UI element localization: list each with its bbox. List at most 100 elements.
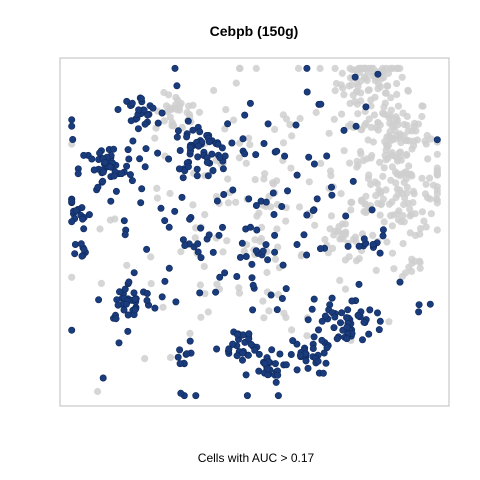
cell-point-high-auc (271, 360, 279, 368)
cell-point-high-auc (126, 171, 134, 179)
cell-point-low-auc (379, 172, 387, 180)
cell-point-low-auc (68, 273, 76, 281)
cell-point-low-auc (191, 234, 199, 242)
cell-point-low-auc (170, 122, 178, 130)
cell-point-high-auc (161, 277, 169, 285)
cell-point-low-auc (223, 237, 231, 245)
cell-point-low-auc (411, 231, 420, 240)
cell-point-low-auc (376, 83, 384, 91)
cell-point-high-auc (193, 172, 201, 180)
cell-point-low-auc (411, 257, 419, 265)
cell-point-high-auc (267, 291, 275, 299)
cell-point-high-auc (157, 204, 165, 212)
cell-point-high-auc (221, 269, 229, 277)
cell-point-high-auc (137, 199, 145, 207)
cell-point-low-auc (273, 225, 281, 233)
cell-point-high-auc (273, 306, 281, 314)
cell-point-high-auc (308, 305, 316, 313)
cell-point-low-auc (418, 112, 426, 121)
cell-point-low-auc (386, 128, 394, 136)
cell-point-high-auc (303, 211, 311, 219)
cell-point-high-auc (136, 155, 144, 163)
cell-point-high-auc (242, 253, 250, 261)
cell-point-low-auc (396, 186, 404, 194)
cell-point-low-auc (106, 216, 114, 224)
cell-point-high-auc (179, 174, 187, 182)
cell-point-high-auc (310, 333, 318, 341)
cell-point-high-auc (300, 231, 308, 239)
cell-point-high-auc (134, 125, 142, 133)
cell-point-low-auc (345, 253, 353, 261)
cell-point-low-auc (383, 238, 391, 246)
cell-point-high-auc (68, 218, 76, 226)
cell-point-low-auc (393, 90, 401, 98)
cell-point-low-auc (394, 216, 402, 224)
cell-point-high-auc (220, 191, 228, 199)
cell-point-high-auc (274, 371, 282, 379)
cell-point-high-auc (321, 312, 329, 320)
cell-point-low-auc (392, 153, 400, 161)
cell-point-low-auc (224, 175, 232, 183)
cell-point-low-auc (387, 151, 395, 159)
cell-point-high-auc (94, 183, 102, 191)
cell-point-high-auc (88, 155, 96, 163)
cell-point-low-auc (166, 113, 174, 121)
cell-point-low-auc (352, 257, 361, 265)
cell-point-high-auc (219, 223, 227, 231)
cell-point-high-auc (184, 117, 192, 125)
cell-point-high-auc (243, 392, 251, 400)
cell-point-low-auc (338, 110, 346, 118)
cell-point-low-auc (394, 102, 402, 110)
cell-point-high-auc (374, 70, 382, 78)
cell-point-low-auc (341, 285, 350, 293)
cell-point-high-auc (415, 308, 423, 316)
cell-point-high-auc (303, 251, 311, 259)
cell-point-low-auc (405, 137, 413, 145)
cell-point-low-auc (380, 218, 388, 226)
cell-point-high-auc (293, 171, 301, 179)
cell-point-low-auc (385, 318, 393, 326)
cell-point-low-auc (361, 200, 369, 208)
cell-point-high-auc (80, 225, 88, 233)
cell-point-high-auc (197, 224, 205, 232)
cell-point-high-auc (116, 288, 124, 296)
cell-point-high-auc (173, 133, 181, 141)
cell-point-high-auc (354, 312, 362, 320)
cell-point-low-auc (331, 64, 339, 72)
cell-point-high-auc (376, 317, 384, 325)
chart-title: Cebpb (150g) (210, 23, 299, 39)
cell-point-low-auc (159, 303, 167, 311)
cell-point-low-auc (151, 134, 159, 142)
cell-point-low-auc (175, 106, 183, 114)
cell-point-high-auc (304, 316, 312, 324)
cell-point-low-auc (340, 91, 348, 99)
cell-point-high-auc (203, 158, 211, 166)
cell-point-low-auc (347, 198, 355, 206)
cell-point-high-auc (305, 153, 313, 161)
cell-point-low-auc (364, 136, 372, 144)
cell-point-low-auc (326, 167, 335, 175)
cell-point-high-auc (193, 165, 201, 173)
cell-point-high-auc (272, 378, 280, 386)
cell-point-high-auc (303, 64, 311, 72)
cell-point-high-auc (289, 337, 297, 345)
cell-point-low-auc (305, 178, 313, 186)
cell-point-high-auc (276, 350, 284, 358)
cell-point-low-auc (336, 276, 344, 284)
cell-point-high-auc (124, 327, 132, 335)
cell-point-high-auc (174, 353, 182, 361)
cell-point-low-auc (166, 353, 175, 362)
cell-point-low-auc (382, 146, 390, 154)
cell-point-high-auc (68, 198, 76, 206)
cell-point-low-auc (271, 255, 280, 263)
cell-point-high-auc (143, 289, 151, 297)
cell-point-high-auc (251, 346, 259, 354)
cell-point-high-auc (68, 326, 76, 334)
cell-point-high-auc (138, 185, 146, 193)
cell-point-high-auc (292, 121, 300, 129)
cell-point-low-auc (384, 82, 392, 90)
cell-point-high-auc (195, 142, 203, 150)
cell-point-high-auc (362, 103, 370, 111)
cell-point-low-auc (393, 80, 401, 88)
